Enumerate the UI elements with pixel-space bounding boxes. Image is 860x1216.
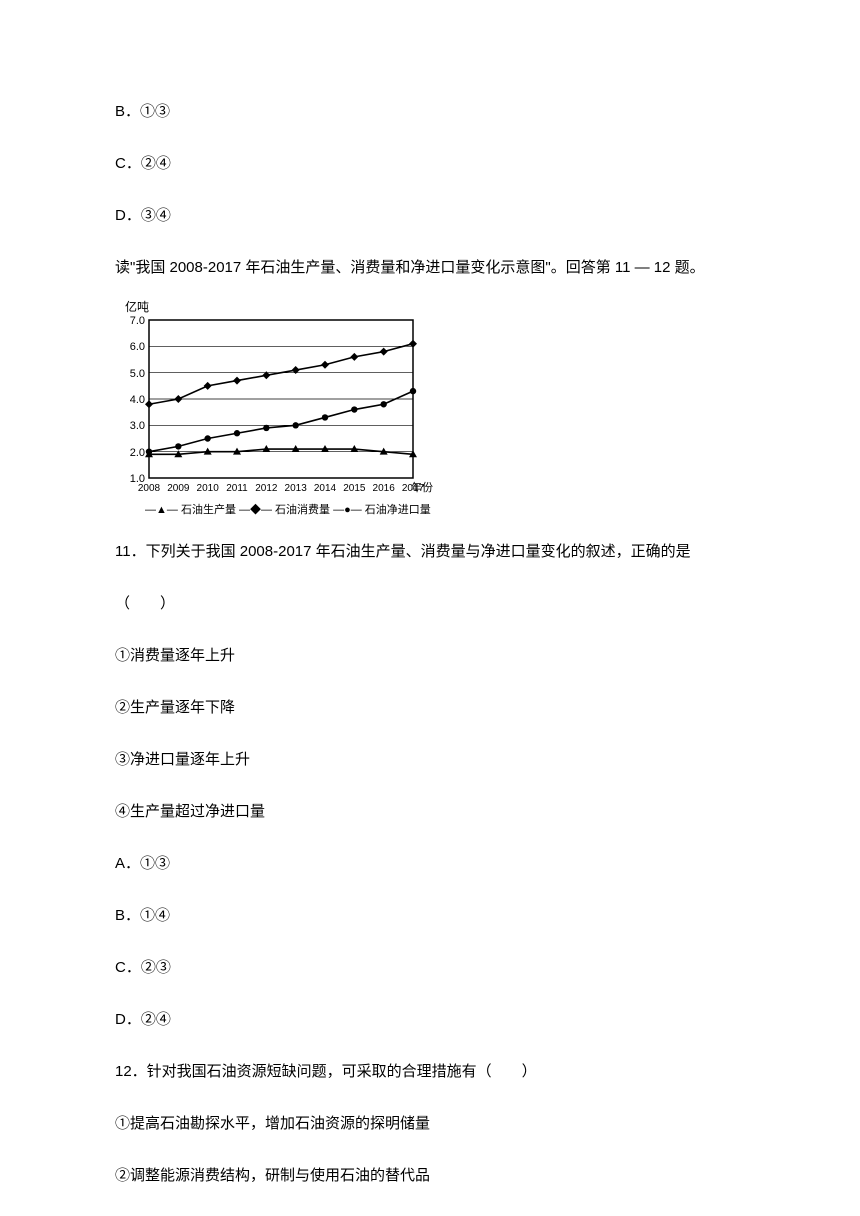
chart-xtick: 2011: [226, 481, 248, 497]
chart-xtick: 2016: [373, 481, 395, 497]
chart-ytick: 4.0: [121, 392, 145, 410]
option-c: C．②④: [115, 152, 745, 176]
chart-ytick: 3.0: [121, 418, 145, 436]
q11-option-a: A．①③: [115, 852, 745, 876]
chart-xtick: 2009: [167, 481, 189, 497]
chart-ytick: 7.0: [121, 313, 145, 331]
chart-ytick: 2.0: [121, 445, 145, 463]
chart-xtick: 2012: [255, 481, 277, 497]
oil-chart: 亿吨 年份 —▲— 石油生产量 —◆— 石油消费量 —●— 石油净进口量 1.0…: [115, 294, 745, 520]
q11-sub4: ④生产量超过净进口量: [115, 800, 745, 824]
q12-sub1: ①提高石油勘探水平，增加石油资源的探明储量: [115, 1112, 745, 1136]
chart-legend: —▲— 石油生产量 —◆— 石油消费量 —●— 石油净进口量: [145, 502, 431, 520]
q11-option-b: B．①④: [115, 904, 745, 928]
chart-xtick: 2008: [138, 481, 160, 497]
chart-ytick: 6.0: [121, 339, 145, 357]
chart-xtick: 2017: [402, 481, 424, 497]
q12-sub2: ②调整能源消费结构，研制与使用石油的替代品: [115, 1164, 745, 1188]
chart-xtick: 2013: [285, 481, 307, 497]
q11-sub3: ③净进口量逐年上升: [115, 748, 745, 772]
option-d: D．③④: [115, 204, 745, 228]
option-b: B．①③: [115, 100, 745, 124]
q12-text: 12．针对我国石油资源短缺问题，可采取的合理措施有（ ）: [115, 1060, 745, 1084]
q11-paren: （ ）: [115, 592, 745, 616]
q11-option-d: D．②④: [115, 1008, 745, 1032]
q11-text: 11．下列关于我国 2008-2017 年石油生产量、消费量与净进口量变化的叙述…: [115, 540, 745, 564]
chart-xtick: 2014: [314, 481, 336, 497]
chart-ytick: 5.0: [121, 366, 145, 384]
chart-xtick: 2010: [197, 481, 219, 497]
chart-xtick: 2015: [343, 481, 365, 497]
question-intro: 读"我国 2008-2017 年石油生产量、消费量和净进口量变化示意图"。回答第…: [115, 256, 745, 280]
q11-sub2: ②生产量逐年下降: [115, 696, 745, 720]
q11-sub1: ①消费量逐年上升: [115, 644, 745, 668]
q11-option-c: C．②③: [115, 956, 745, 980]
